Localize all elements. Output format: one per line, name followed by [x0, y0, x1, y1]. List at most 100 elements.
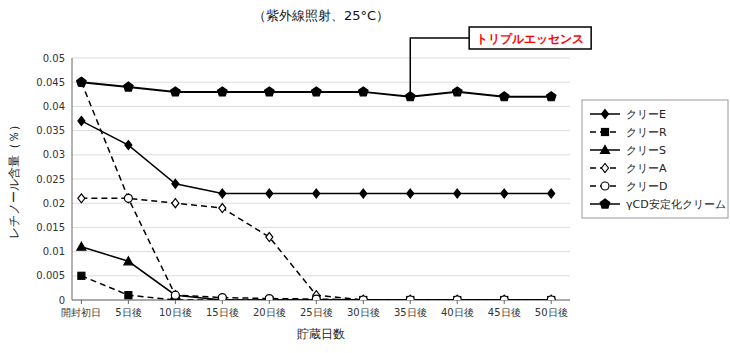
point — [360, 189, 367, 198]
point — [266, 189, 273, 198]
grid-line — [72, 58, 570, 59]
x-tick-label: 25日後 — [300, 307, 333, 318]
point — [265, 87, 275, 96]
point — [265, 296, 274, 301]
point — [172, 199, 179, 208]
legend-label: クリーA — [626, 162, 667, 175]
point — [548, 297, 555, 301]
point — [547, 296, 555, 300]
point — [125, 141, 132, 150]
y-tick-label: 0.025 — [36, 174, 65, 185]
point — [219, 204, 226, 213]
series-line — [81, 247, 551, 300]
x-tick — [363, 300, 364, 304]
legend-label: γCD安定化クリーム — [626, 198, 726, 211]
point — [454, 296, 461, 301]
point — [124, 257, 133, 265]
point — [265, 295, 273, 300]
grid-line — [72, 203, 570, 204]
chart: 00.0050.010.0150.020.0250.030.0350.040.0… — [0, 0, 730, 353]
point — [78, 272, 85, 279]
point — [266, 233, 273, 242]
point — [359, 296, 368, 301]
point — [77, 242, 86, 250]
point — [406, 92, 416, 101]
series-line — [81, 82, 551, 97]
point — [406, 296, 415, 301]
plot-area — [77, 77, 556, 300]
point — [77, 77, 87, 86]
grid-line — [72, 251, 570, 252]
legend-marker — [600, 199, 610, 208]
x-tick-label: 35日後 — [394, 307, 427, 318]
grid-line — [72, 106, 570, 107]
legend-label: クリーS — [626, 144, 666, 157]
legend-marker — [602, 129, 609, 136]
series — [78, 116, 555, 198]
legend-marker — [602, 164, 609, 173]
point — [312, 296, 321, 301]
x-tick — [504, 300, 505, 304]
y-tick-label: 0.005 — [36, 270, 65, 281]
x-tick-label: 30日後 — [347, 307, 380, 318]
legend-marker — [601, 146, 610, 154]
point — [406, 296, 414, 300]
point — [548, 189, 555, 198]
y-tick-label: 0.045 — [36, 77, 65, 88]
x-tick-label: 5日後 — [115, 307, 141, 318]
series — [77, 78, 555, 300]
legend-label: クリーR — [626, 126, 667, 139]
point — [125, 194, 132, 203]
point — [359, 87, 369, 96]
x-tick — [222, 300, 223, 304]
legend-label: クリーD — [626, 180, 667, 193]
legend-marker — [601, 182, 609, 190]
point — [407, 297, 414, 301]
point — [172, 179, 179, 188]
grid-line — [72, 227, 570, 228]
series-line — [81, 121, 551, 194]
point — [124, 82, 134, 91]
legend: クリーEクリーRクリーSクリーAクリーDγCD安定化クリーム — [582, 100, 728, 218]
point — [500, 296, 508, 300]
x-tick-label: 10日後 — [159, 307, 192, 318]
grid-line — [72, 82, 570, 83]
point — [454, 189, 461, 198]
point — [313, 189, 320, 198]
x-axis-label: 貯蔵日数 — [297, 327, 345, 341]
y-tick-label: 0.02 — [43, 198, 65, 209]
grid-line — [72, 275, 570, 276]
annotation-box — [469, 27, 591, 49]
point — [499, 92, 509, 101]
y-axis-label: レチノール含量（％） — [7, 119, 21, 239]
point — [454, 297, 461, 301]
x-tick-label: 開封初日 — [61, 307, 101, 318]
point — [312, 87, 322, 96]
y-tick-label: 0.01 — [43, 246, 65, 257]
point — [452, 87, 462, 96]
y-tick-label: 0.04 — [43, 101, 65, 112]
point — [124, 194, 132, 202]
series-line — [81, 198, 551, 300]
x-tick-label: 45日後 — [488, 307, 521, 318]
point — [78, 116, 85, 125]
x-tick — [269, 300, 270, 304]
annotation-arrow — [410, 38, 469, 92]
y-tick-label: 0.05 — [43, 53, 65, 64]
x-tick — [81, 300, 82, 304]
grid-line — [72, 179, 570, 180]
point — [218, 87, 228, 96]
point — [77, 78, 85, 86]
point — [501, 189, 508, 198]
y-tick-label: 0.015 — [36, 222, 65, 233]
point — [500, 296, 509, 301]
x-tick-label: 50日後 — [535, 307, 568, 318]
point — [360, 296, 367, 301]
point — [125, 292, 132, 299]
x-tick-label: 20日後 — [253, 307, 286, 318]
point — [407, 189, 414, 198]
x-tick-label: 40日後 — [441, 307, 474, 318]
grid-line — [72, 154, 570, 155]
point — [501, 297, 508, 301]
annotation-text: トリプルエッセンス — [476, 32, 584, 46]
